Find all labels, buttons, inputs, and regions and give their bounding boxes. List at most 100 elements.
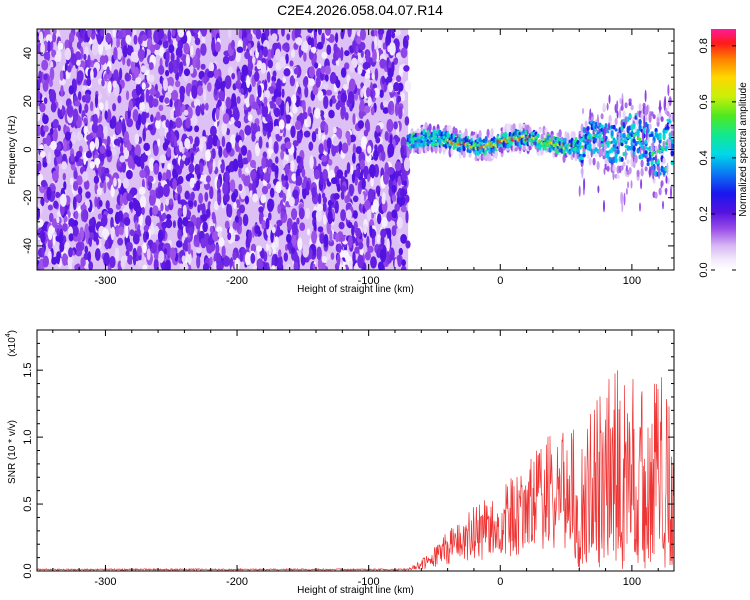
- noise-speckle: [267, 71, 271, 83]
- noise-speckle: [364, 199, 371, 211]
- noise-speckle: [49, 212, 54, 223]
- noise-speckle: [126, 254, 134, 265]
- signal-halo: [428, 123, 432, 132]
- noise-speckle: [181, 255, 186, 263]
- noise-speckle: [294, 29, 301, 40]
- noise-speckle: [41, 246, 45, 258]
- noise-speckle: [256, 245, 263, 252]
- noise-speckle: [153, 258, 159, 270]
- noise-speckle: [76, 59, 81, 66]
- noise-speckle: [321, 262, 326, 270]
- noise-speckle: [65, 242, 70, 250]
- signal-halo: [572, 131, 576, 140]
- noise-speckle: [240, 93, 245, 104]
- noise-speckle: [267, 148, 274, 155]
- noise-speckle: [216, 261, 223, 270]
- signal-halo: [486, 128, 490, 138]
- noise-speckle: [94, 248, 101, 261]
- noise-speckle: [51, 257, 58, 265]
- noise-speckle: [41, 59, 49, 71]
- signal-band: [632, 145, 636, 152]
- noise-speckle: [316, 246, 322, 261]
- noise-speckle: [301, 181, 307, 190]
- noise-speckle: [167, 162, 172, 171]
- snr-frame: [36, 329, 675, 572]
- noise-speckle: [376, 233, 381, 244]
- noise-speckle: [328, 109, 335, 119]
- noise-speckle: [242, 39, 247, 52]
- noise-speckle: [134, 144, 141, 158]
- signal-band: [650, 131, 654, 135]
- noise-speckle: [308, 78, 315, 87]
- noise-speckle: [360, 136, 368, 150]
- noise-speckle: [375, 125, 381, 133]
- noise-speckle: [92, 232, 99, 242]
- noise-speckle: [231, 93, 237, 107]
- signal-halo: [462, 151, 466, 158]
- noise-speckle: [371, 211, 375, 219]
- noise-speckle: [242, 30, 247, 38]
- noise-speckle: [287, 241, 293, 251]
- noise-speckle: [324, 65, 331, 75]
- signal-streak: [625, 188, 628, 195]
- noise-speckle: [133, 34, 138, 45]
- noise-speckle: [205, 175, 211, 183]
- noise-speckle: [52, 170, 59, 182]
- signal-streak: [639, 202, 641, 212]
- noise-speckle: [323, 108, 329, 120]
- signal-halo: [490, 127, 494, 138]
- signal-halo: [658, 187, 662, 196]
- noise-speckle: [145, 231, 149, 240]
- noise-speckle: [67, 254, 73, 268]
- noise-speckle: [322, 196, 327, 205]
- signal-streak: [639, 147, 642, 155]
- noise-speckle: [90, 101, 94, 112]
- noise-speckle: [207, 82, 212, 92]
- noise-speckle: [352, 143, 357, 156]
- noise-speckle: [61, 253, 68, 266]
- noise-speckle: [252, 122, 258, 132]
- noise-speckle: [66, 105, 74, 116]
- noise-speckle: [92, 67, 98, 78]
- signal-band: [600, 124, 604, 128]
- noise-speckle: [175, 46, 183, 58]
- noise-speckle: [103, 252, 110, 267]
- noise-speckle: [335, 32, 339, 43]
- noise-speckle: [124, 110, 128, 122]
- signal-streak: [603, 199, 605, 213]
- signal-streak: [583, 177, 586, 191]
- noise-speckle: [215, 78, 219, 90]
- noise-speckle: [329, 98, 333, 108]
- noise-speckle: [347, 91, 355, 104]
- noise-speckle: [384, 131, 389, 141]
- noise-speckle: [394, 203, 401, 212]
- noise-speckle: [171, 29, 176, 37]
- noise-speckle: [159, 154, 167, 164]
- noise-speckle: [267, 59, 273, 69]
- noise-speckle: [89, 141, 96, 152]
- noise-speckle: [271, 33, 278, 42]
- noise-speckle: [308, 66, 315, 78]
- noise-speckle: [302, 40, 309, 53]
- signal-halo: [558, 152, 562, 157]
- noise-speckle: [54, 243, 59, 253]
- noise-speckle: [38, 70, 42, 84]
- signal-band: [616, 149, 620, 155]
- noise-speckle: [364, 78, 371, 89]
- noise-speckle: [265, 243, 269, 252]
- noise-speckle: [161, 212, 167, 220]
- noise-speckle: [252, 56, 256, 65]
- noise-speckle: [155, 111, 161, 121]
- snr-y-tick-label: 1.5: [22, 363, 34, 378]
- noise-speckle: [321, 255, 328, 264]
- noise-speckle: [196, 255, 201, 269]
- noise-speckle: [37, 90, 41, 100]
- noise-speckle: [358, 109, 364, 120]
- noise-speckle: [153, 162, 160, 175]
- noise-speckle: [237, 70, 241, 84]
- noise-speckle: [76, 70, 84, 83]
- signal-streak: [667, 137, 670, 148]
- noise-speckle: [261, 219, 266, 230]
- noise-speckle: [132, 233, 140, 245]
